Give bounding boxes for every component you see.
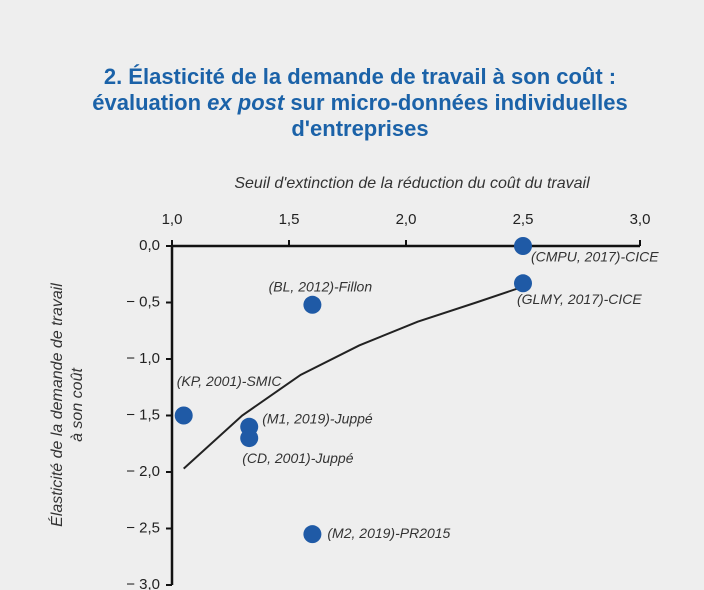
point-label: (M1, 2019)-Juppé <box>262 411 373 427</box>
point <box>514 274 532 293</box>
y-axis-label: à son coût <box>69 368 86 442</box>
y-tick-label: − 1,5 <box>126 406 160 423</box>
y-tick-label: 0,0 <box>139 237 160 254</box>
x-tick-label: 3,0 <box>630 211 651 228</box>
chart-title: évaluation ex post sur micro-données ind… <box>92 90 627 115</box>
point-label: (CMPU, 2017)-CICE <box>531 249 659 265</box>
point <box>174 406 193 425</box>
y-tick-label: − 0,5 <box>126 293 160 310</box>
title-part: ex post <box>207 90 286 115</box>
y-tick-label: − 2,0 <box>126 463 160 480</box>
x-axis-label: Seuil d'extinction de la réduction du co… <box>234 175 590 192</box>
chart-title: d'entreprises <box>291 116 428 141</box>
point <box>303 295 322 314</box>
point-label: (GLMY, 2017)-CICE <box>517 291 642 307</box>
chart-title: 2. Élasticité de la demande de travail à… <box>104 64 616 89</box>
y-tick-label: − 1,0 <box>126 350 160 367</box>
y-axis-label: Élasticité de la demande de travail <box>47 283 66 527</box>
point-label: (M2, 2019)-PR2015 <box>327 525 450 541</box>
point <box>240 429 259 448</box>
x-tick-label: 1,5 <box>279 211 300 228</box>
point-label: (CD, 2001)-Juppé <box>242 450 353 466</box>
point-label: (KP, 2001)-SMIC <box>177 373 283 389</box>
point <box>514 237 532 255</box>
point-label: (BL, 2012)-Fillon <box>269 278 373 294</box>
point <box>303 525 322 544</box>
x-tick-label: 2,0 <box>396 211 417 228</box>
trend-line <box>183 285 524 470</box>
title-part: sur micro-données individuelles <box>284 90 628 115</box>
x-tick-label: 2,5 <box>513 211 534 228</box>
y-tick-label: − 3,0 <box>126 576 160 590</box>
x-tick-label: 1,0 <box>162 211 183 228</box>
title-part: évaluation <box>92 90 207 115</box>
y-tick-label: − 2,5 <box>126 519 160 536</box>
